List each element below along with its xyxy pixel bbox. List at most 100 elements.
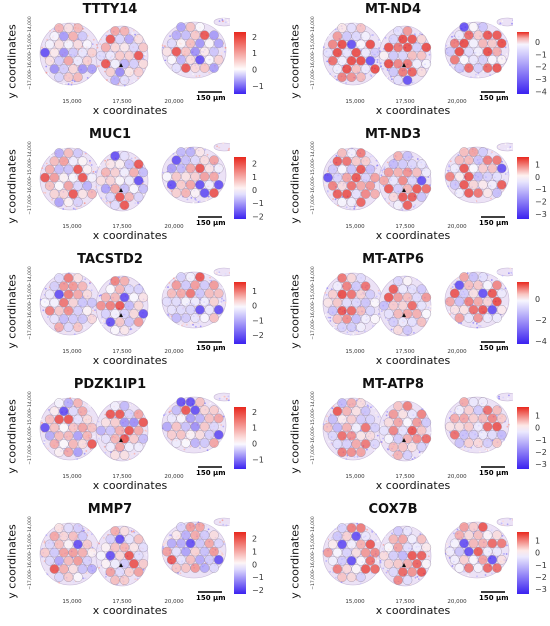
spot bbox=[379, 425, 389, 436]
cell-dot bbox=[328, 440, 330, 443]
colorbar: 210−1 bbox=[234, 32, 264, 94]
spot bbox=[110, 575, 120, 586]
spot bbox=[185, 288, 196, 299]
cell-dot bbox=[225, 398, 228, 400]
spot bbox=[407, 175, 417, 186]
spot bbox=[115, 175, 125, 186]
cell-dot bbox=[92, 170, 95, 173]
spot bbox=[370, 422, 380, 433]
spot bbox=[68, 422, 79, 433]
spot bbox=[365, 39, 376, 50]
y-axis-label: y coordinates bbox=[288, 24, 302, 99]
cell-dot bbox=[346, 333, 349, 335]
spot bbox=[341, 314, 352, 324]
spot bbox=[180, 405, 191, 416]
cell-dot bbox=[452, 31, 454, 34]
cell-dot bbox=[383, 317, 385, 320]
spot bbox=[138, 542, 149, 553]
spot bbox=[185, 272, 196, 282]
spot bbox=[398, 67, 408, 77]
spot bbox=[54, 523, 64, 533]
cell-dot bbox=[463, 445, 466, 448]
cell-dot bbox=[331, 407, 334, 410]
spot bbox=[454, 30, 465, 41]
spot bbox=[473, 63, 483, 73]
cell-dot bbox=[131, 531, 133, 533]
cell-dot bbox=[329, 66, 331, 68]
spot bbox=[199, 188, 210, 198]
cell-dot bbox=[41, 46, 43, 49]
cell-dot bbox=[425, 165, 428, 168]
spot bbox=[388, 175, 399, 186]
spot bbox=[166, 163, 177, 174]
cell-dot bbox=[88, 410, 91, 413]
spot bbox=[459, 147, 469, 157]
spot bbox=[185, 38, 196, 49]
spot bbox=[487, 180, 498, 190]
cell-dot bbox=[376, 164, 379, 167]
spot bbox=[454, 421, 465, 432]
cell-dot bbox=[371, 405, 374, 407]
spot bbox=[166, 305, 177, 315]
cell-dot bbox=[97, 420, 100, 423]
spot bbox=[449, 163, 460, 174]
spot bbox=[63, 289, 74, 300]
scale-bar-label: 150 µm bbox=[479, 469, 509, 477]
spot bbox=[393, 276, 403, 286]
spot bbox=[454, 188, 465, 198]
spot bbox=[213, 38, 224, 49]
spot bbox=[360, 406, 371, 417]
cell-dot bbox=[106, 202, 108, 204]
spot bbox=[185, 305, 196, 315]
cell-dot bbox=[179, 572, 182, 575]
spot bbox=[492, 188, 502, 198]
spot bbox=[119, 26, 130, 36]
spot bbox=[346, 306, 357, 316]
spot bbox=[105, 50, 116, 61]
spot bbox=[468, 147, 479, 157]
cell-dot bbox=[413, 456, 416, 459]
spot bbox=[421, 309, 432, 319]
spot bbox=[478, 288, 488, 299]
spot bbox=[58, 547, 69, 558]
spot bbox=[341, 406, 352, 417]
colorbar-tick-label: 0 bbox=[252, 302, 257, 311]
spot bbox=[129, 292, 139, 303]
spot bbox=[195, 163, 205, 174]
spot bbox=[393, 200, 403, 211]
cell-dot bbox=[451, 286, 454, 289]
x-tick-label: 20,000 bbox=[164, 599, 184, 605]
spot bbox=[327, 414, 338, 425]
cell-dot bbox=[218, 271, 221, 274]
spot bbox=[77, 189, 88, 199]
spot bbox=[356, 414, 366, 425]
spot bbox=[463, 171, 474, 182]
cell-dot bbox=[130, 328, 133, 331]
cell-dot bbox=[87, 529, 90, 531]
cell-dot bbox=[199, 447, 201, 449]
cell-dot bbox=[512, 273, 513, 275]
x-axis-label: x coordinates bbox=[92, 354, 168, 367]
spot bbox=[185, 163, 196, 174]
spot bbox=[341, 64, 352, 74]
chart-title: MT-ATP6 bbox=[362, 252, 424, 267]
spot bbox=[383, 167, 394, 178]
cell-dot bbox=[512, 19, 513, 22]
y-tick-label: −16,000 bbox=[27, 427, 33, 447]
y-tick-label: −14,000 bbox=[27, 516, 33, 536]
cell-dot bbox=[133, 29, 135, 32]
spot bbox=[463, 280, 474, 291]
spot bbox=[337, 39, 347, 50]
cell-dot bbox=[165, 437, 168, 439]
spot bbox=[454, 46, 465, 57]
cell-dot bbox=[224, 272, 227, 275]
spot bbox=[421, 167, 432, 178]
cell-dot bbox=[89, 405, 91, 408]
spot bbox=[49, 64, 60, 74]
spot bbox=[166, 555, 177, 565]
colorbar-tick-label: −1 bbox=[252, 199, 264, 208]
spot bbox=[416, 409, 427, 420]
spot bbox=[87, 314, 97, 324]
spot bbox=[416, 67, 427, 77]
spot bbox=[54, 23, 64, 33]
